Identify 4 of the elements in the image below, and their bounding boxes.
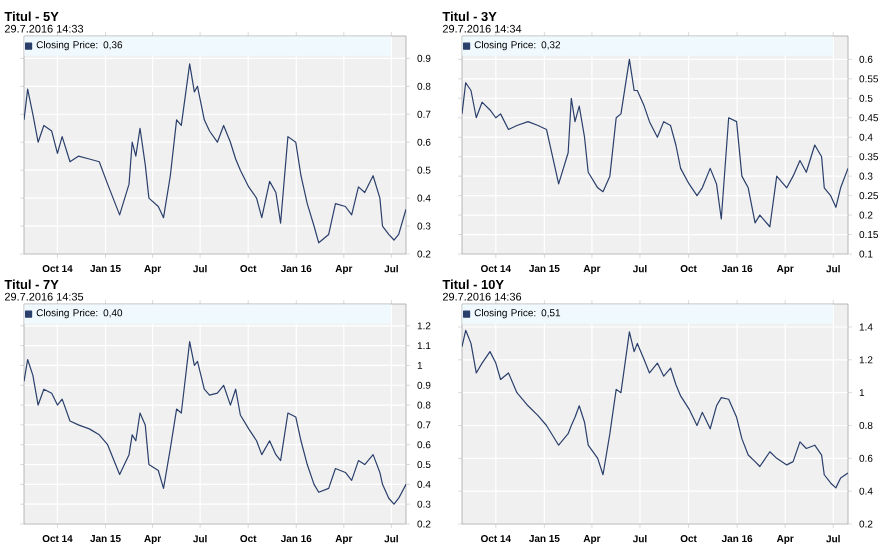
line-series [24,63,407,244]
line-series [462,329,849,489]
line-series [24,341,407,505]
line-series [462,58,849,228]
